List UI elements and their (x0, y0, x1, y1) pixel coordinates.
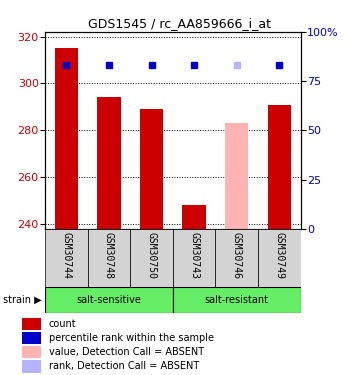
Bar (97, 98, 121, 229)
Bar (267, 105, 291, 229)
Bar (87, 229, 130, 287)
Text: rank, Detection Call = ABSENT: rank, Detection Call = ABSENT (49, 362, 199, 371)
Bar (22, 360, 41, 372)
Text: value, Detection Call = ABSENT: value, Detection Call = ABSENT (49, 347, 204, 357)
Text: GSM30749: GSM30749 (274, 232, 284, 279)
Text: count: count (49, 319, 76, 329)
Text: strain ▶: strain ▶ (3, 295, 41, 305)
Bar (45, 229, 87, 287)
Bar (22, 332, 41, 344)
Text: salt-resistant: salt-resistant (205, 295, 269, 305)
Bar (173, 229, 215, 287)
Text: GDS1545 / rc_AA859666_i_at: GDS1545 / rc_AA859666_i_at (89, 17, 271, 30)
Bar (173, 287, 301, 313)
Text: percentile rank within the sample: percentile rank within the sample (49, 333, 213, 343)
Bar (45, 287, 173, 313)
Bar (183, 205, 206, 229)
Bar (22, 318, 41, 330)
Bar (22, 346, 41, 358)
Bar (55, 48, 78, 229)
Text: GSM30743: GSM30743 (189, 232, 199, 279)
Bar (130, 229, 173, 287)
Text: salt-sensitive: salt-sensitive (76, 295, 141, 305)
Text: GSM30744: GSM30744 (61, 232, 71, 279)
Text: GSM30750: GSM30750 (147, 232, 157, 279)
Bar (215, 229, 258, 287)
Bar (258, 229, 301, 287)
Text: GSM30746: GSM30746 (232, 232, 242, 279)
Bar (140, 109, 163, 229)
Bar (225, 123, 248, 229)
Text: GSM30748: GSM30748 (104, 232, 114, 279)
